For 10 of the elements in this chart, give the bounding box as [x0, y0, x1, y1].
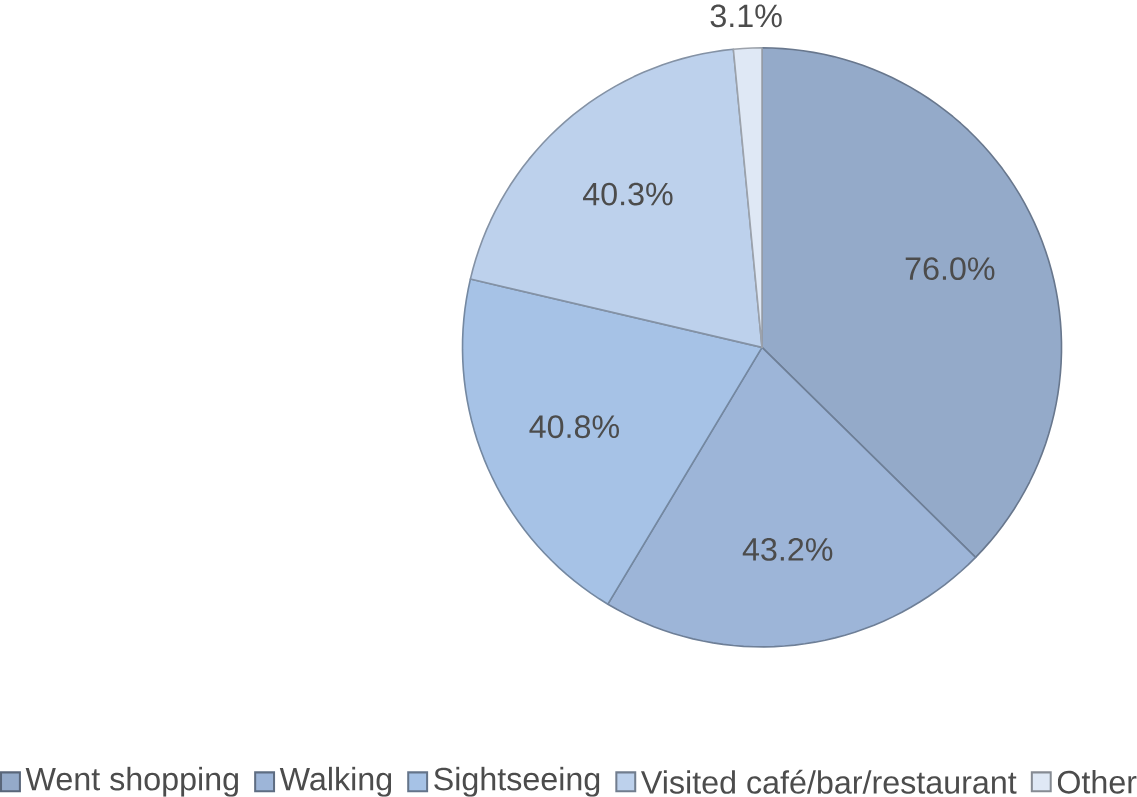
data-label: 40.8%	[529, 415, 619, 439]
legend-label: Sightseeing	[434, 766, 600, 797]
legend-label: Walking	[279, 766, 392, 797]
data-label: 40.3%	[582, 182, 673, 206]
data-label: 76.0%	[905, 257, 995, 281]
legend-label: Visited café/bar/restaurant	[640, 769, 1017, 794]
legend-label: Went shopping	[25, 766, 238, 797]
legend-label: Other	[1057, 770, 1137, 794]
data-label: 43.2%	[742, 538, 833, 561]
data-label: 3.1%	[710, 4, 782, 28]
